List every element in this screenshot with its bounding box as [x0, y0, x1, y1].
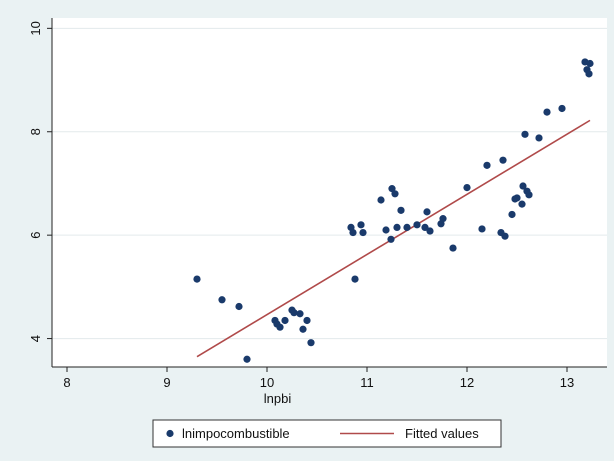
- scatter-point-20: [382, 226, 390, 234]
- scatter-point-39: [501, 232, 509, 240]
- y-tick-label-2: 8: [28, 128, 43, 135]
- scatter-point-35: [478, 225, 486, 233]
- scatter-point-1: [218, 296, 226, 304]
- y-tick-label-1: 6: [28, 232, 43, 239]
- legend-marker-scatter: [166, 429, 174, 438]
- scatter-point-2: [235, 302, 243, 311]
- scatter-point-28: [421, 223, 429, 231]
- scatter-point-44: [519, 182, 527, 190]
- scatter-point-10: [296, 310, 304, 318]
- x-tick-label-5: 13: [560, 375, 574, 390]
- scatter-point-30: [426, 227, 434, 235]
- scatter-point-36: [483, 161, 491, 169]
- scatter-point-49: [543, 108, 551, 116]
- grid-lines: [52, 27, 607, 340]
- axes: [51, 18, 607, 368]
- scatter-point-45: [521, 130, 529, 138]
- plot-area: [52, 18, 607, 367]
- x-tick-label-0: 8: [63, 375, 70, 390]
- y-axis-ticks: 4 6 8 10: [28, 21, 52, 342]
- scatter-point-21: [387, 235, 395, 243]
- scatter-point-33: [449, 244, 457, 252]
- scatter-point-16: [351, 275, 359, 283]
- scatter-point-9: [290, 309, 298, 317]
- scatter-point-40: [508, 210, 516, 219]
- scatter-point-29: [423, 208, 431, 216]
- scatter-point-3: [243, 355, 251, 363]
- scatter-point-13: [307, 339, 315, 347]
- scatter-point-54: [586, 59, 594, 68]
- legend-label-line: Fitted values: [405, 426, 479, 441]
- scatter-point-53: [585, 70, 593, 78]
- scatter-point-26: [403, 223, 411, 231]
- legend-label-scatter: lnimpocombustible: [182, 426, 290, 441]
- y-tick-label-0: 4: [28, 335, 43, 342]
- scatter-point-6: [276, 323, 284, 331]
- x-tick-label-3: 11: [360, 375, 374, 390]
- scatter-point-48: [535, 134, 543, 142]
- scatter-point-50: [558, 104, 566, 113]
- scatter-point-42: [513, 194, 521, 202]
- scatter-point-23: [391, 190, 399, 198]
- y-tick-label-3: 10: [28, 21, 43, 35]
- legend: lnimpocombustible Fitted values: [152, 419, 502, 448]
- x-tick-label-1: 9: [163, 375, 170, 390]
- scatter-point-19: [377, 196, 385, 204]
- scatter-point-25: [397, 206, 405, 214]
- scatter-point-17: [357, 221, 365, 229]
- scatter-point-47: [525, 191, 533, 199]
- scatter-point-11: [299, 325, 307, 333]
- scatter-point-38: [499, 156, 507, 164]
- scatter-point-12: [303, 316, 311, 325]
- scatter-point-7: [281, 316, 289, 325]
- x-tick-label-4: 12: [460, 375, 474, 390]
- scatter-point-0: [193, 275, 201, 283]
- scatter-point-18: [359, 228, 367, 237]
- scatter-point-15: [349, 228, 357, 237]
- scatter-points-layer: [193, 58, 594, 363]
- x-axis-ticks: 8 9 10 11 12 13: [63, 367, 574, 390]
- x-tick-label-2: 10: [260, 375, 274, 390]
- scatter-point-32: [439, 215, 447, 223]
- scatter-point-34: [463, 183, 471, 192]
- legend-box: [152, 419, 502, 448]
- scatter-point-24: [393, 223, 401, 231]
- scatter-point-27: [413, 221, 421, 229]
- scatter-point-43: [518, 200, 526, 208]
- x-axis-label: lnpbi: [264, 391, 292, 406]
